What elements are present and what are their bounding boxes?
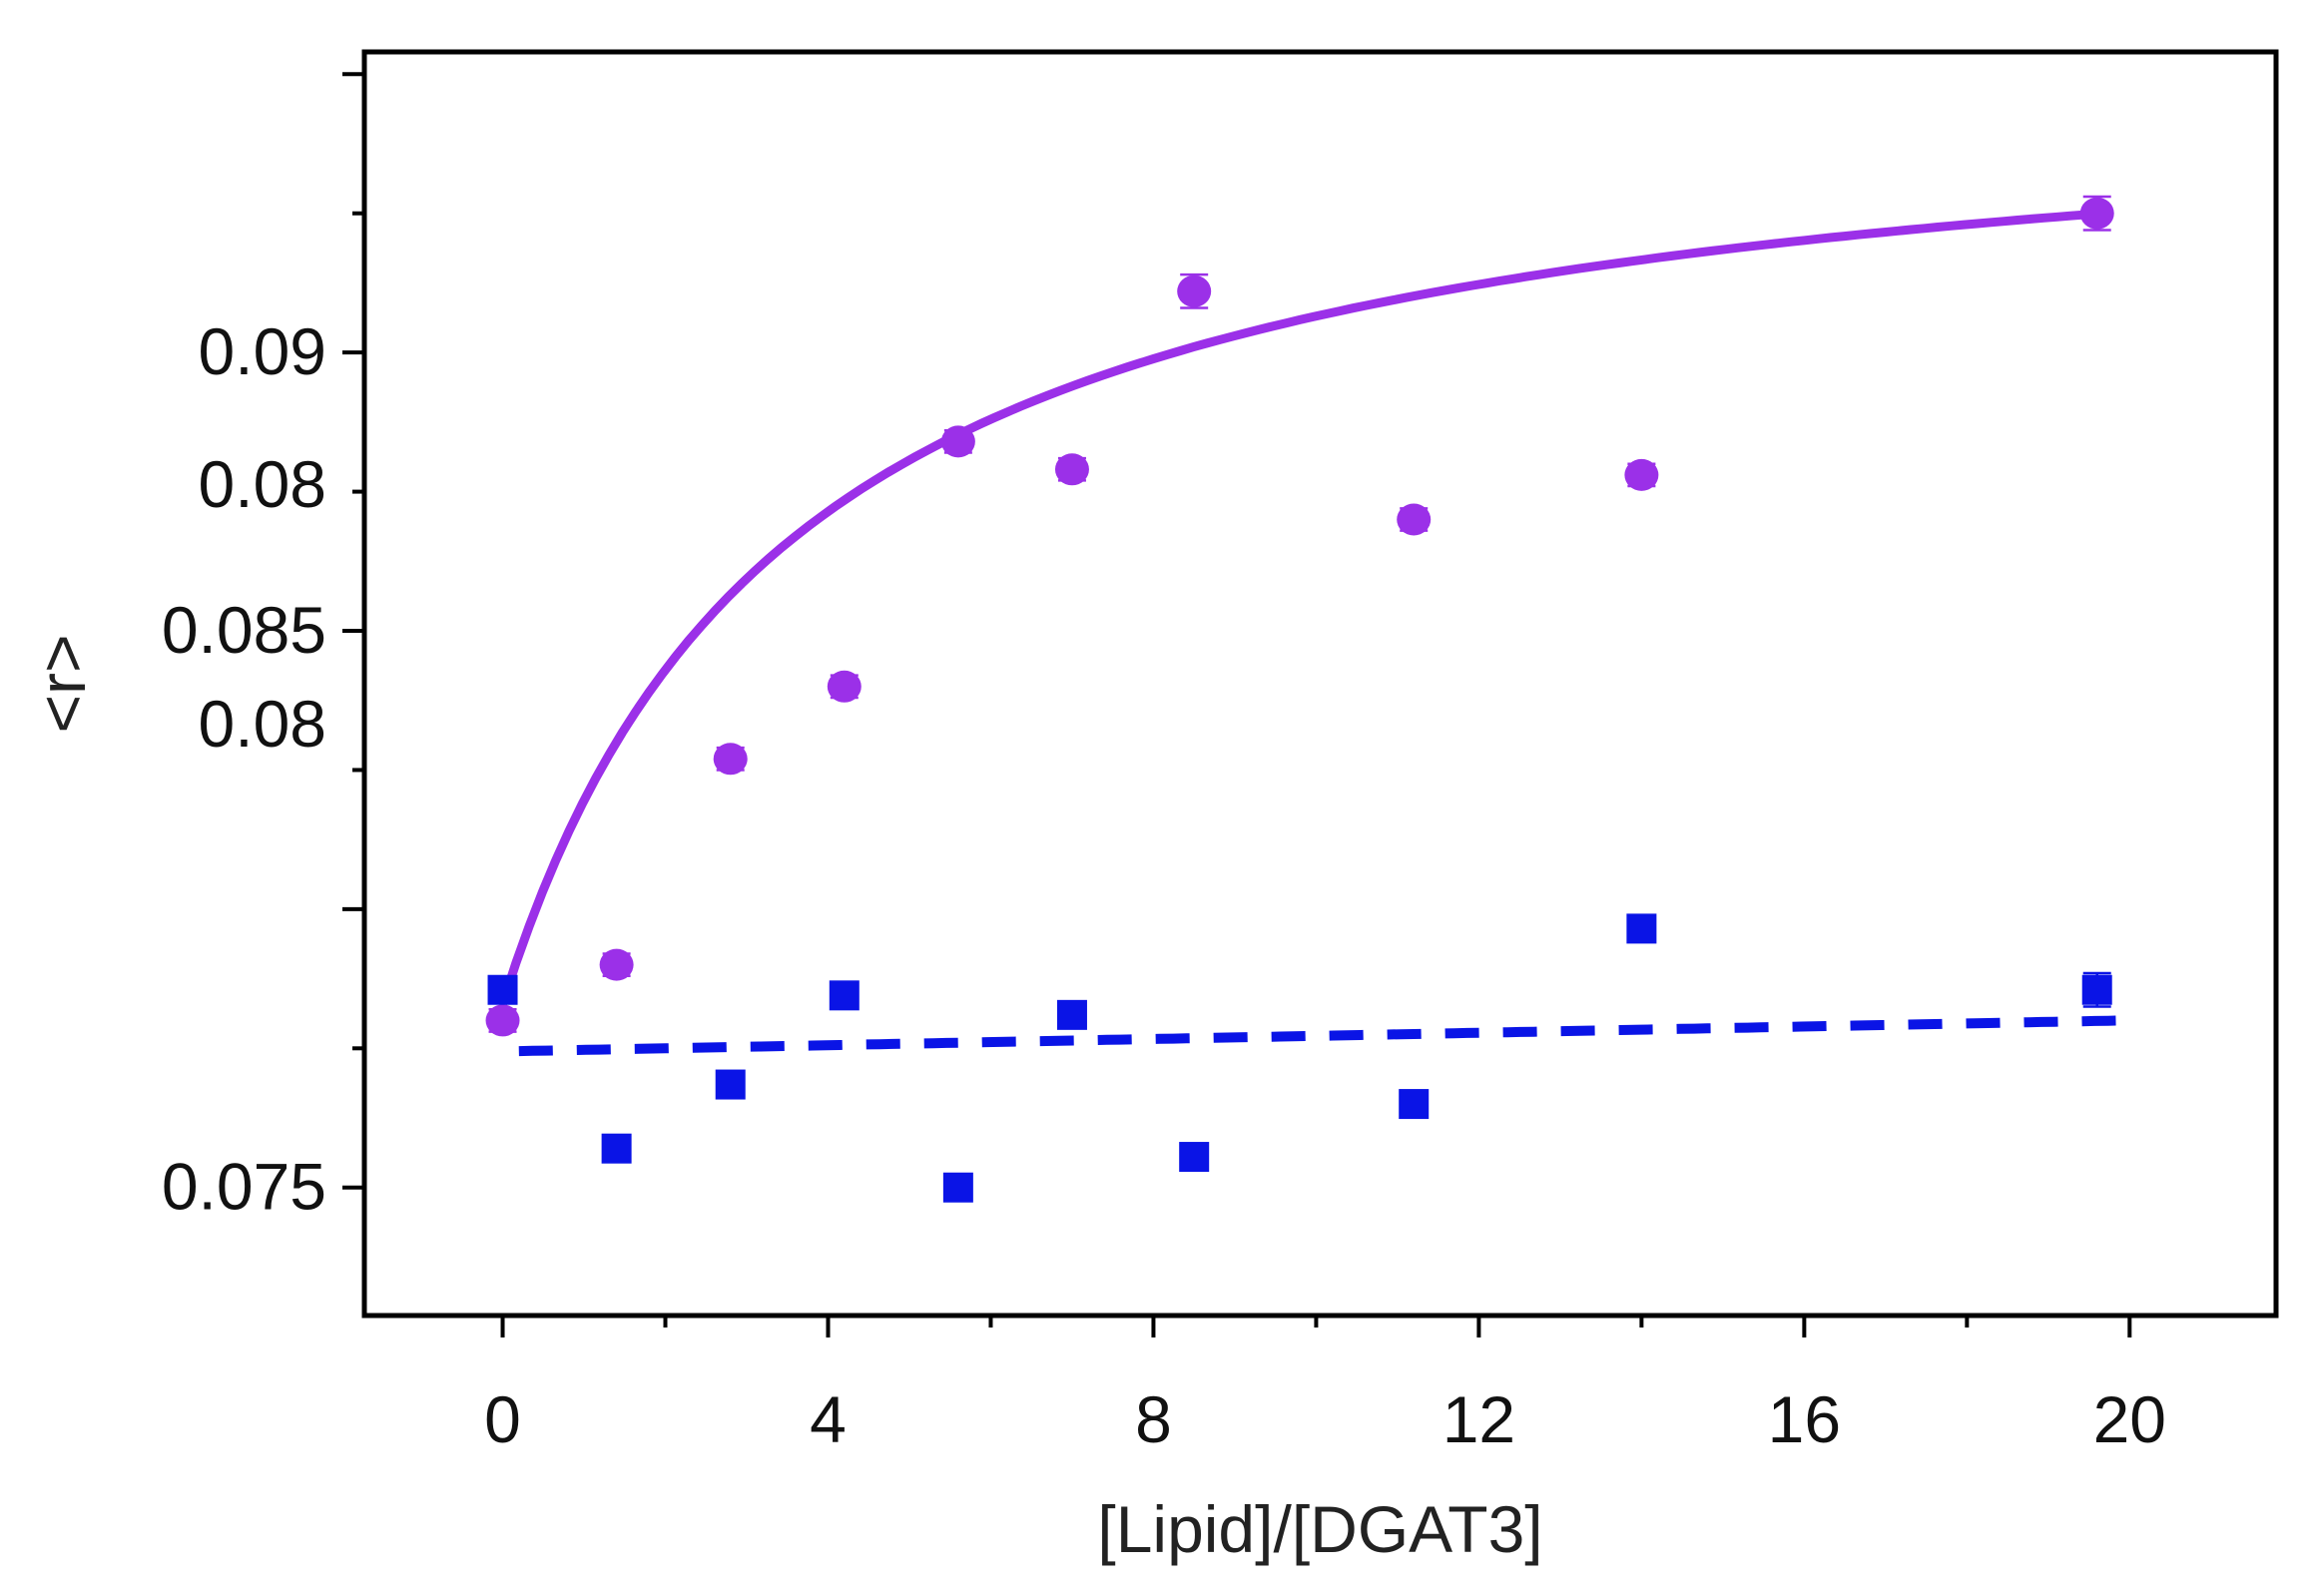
circle-point [940,425,975,458]
circle-point [1054,453,1089,486]
circle-marker [713,743,748,776]
square-point [829,980,860,1011]
circle-marker [1397,503,1432,536]
circle-marker [1177,274,1212,307]
square-point [715,1069,746,1100]
square-marker [601,1133,632,1164]
data-points [485,195,2114,1203]
square-point [2081,971,2112,1008]
circle-point [827,670,862,703]
x-axis: 0 4 8 12 16 20 [484,1316,2166,1456]
circle-marker [599,948,634,981]
circle-point [713,743,748,776]
square-point [1399,1089,1430,1120]
x-tick-label: 4 [810,1382,847,1456]
x-axis-label: [Lipid]/[DGAT3] [1097,1492,1542,1566]
circle-marker [1054,453,1089,486]
circle-point [1177,272,1212,309]
y-tick-label: 0.09 [199,314,326,388]
square-marker [1626,913,1657,944]
y-tick-label: 0.08 [199,447,326,521]
circle-marker [485,1004,520,1037]
x-tick-label: 12 [1443,1382,1515,1456]
square-point [1626,913,1657,944]
circle-point [485,1004,520,1037]
square-marker [829,980,860,1011]
plot-frame [361,49,2279,1319]
x-tick-label: 0 [484,1382,521,1456]
y-tick-label: 0.075 [162,1150,326,1224]
fit-line-squares [518,1015,2122,1057]
circle-marker [2079,197,2114,230]
square-point [1179,1142,1210,1173]
circle-marker [1624,458,1659,491]
square-marker [1056,999,1087,1030]
circle-point [1397,503,1432,536]
square-marker [1399,1089,1430,1120]
x-tick-label: 16 [1768,1382,1841,1456]
square-point [487,974,518,1005]
circle-marker [940,425,975,458]
circle-point [1624,458,1659,491]
x-tick-label: 8 [1135,1382,1172,1456]
circle-point [2079,195,2114,232]
y-axis-label: <r> [25,634,99,733]
square-point [601,1133,632,1164]
square-marker [2081,974,2112,1005]
fit-curve-circles [498,209,2098,1006]
x-tick-label: 20 [2093,1382,2166,1456]
square-point [942,1172,973,1203]
square-marker [715,1069,746,1100]
square-point [1056,999,1087,1030]
y-tick-label: 0.08 [199,687,326,761]
y-tick-label: 0.085 [162,593,326,667]
square-marker [1179,1142,1210,1173]
square-marker [487,974,518,1005]
circle-point [599,948,634,981]
square-marker [942,1172,973,1203]
fit-lines [498,209,2122,1057]
circle-marker [827,670,862,703]
y-axis: 0.075 0.08 0.085 0.09 0.08 [162,72,364,1224]
